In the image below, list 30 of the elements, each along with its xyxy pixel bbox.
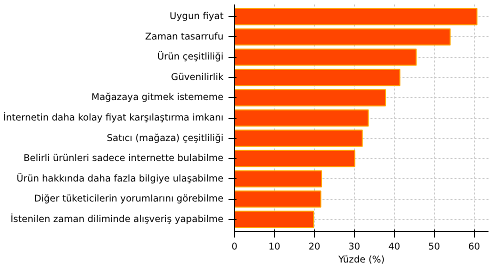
bar xyxy=(234,109,369,127)
bar xyxy=(234,150,356,168)
x-tick-label: 40 xyxy=(388,242,400,252)
y-tick-label: İstenilen zaman diliminde alışveriş yapabilme xyxy=(10,212,224,225)
bar xyxy=(234,210,314,228)
y-tick-label: İnternetin daha kolay fiyat karşılaştırma imkanı xyxy=(3,112,224,124)
y-tick-label: Zaman tasarrufu xyxy=(145,31,224,42)
y-tick-label: Ürün çeşitliliği xyxy=(157,50,224,63)
x-tick-label: 10 xyxy=(268,242,280,252)
y-tick-label: Uygun fiyat xyxy=(170,11,224,22)
y-tick-label: Mağazaya gitmek istememe xyxy=(91,92,224,104)
x-tick-label: 20 xyxy=(308,242,320,252)
bar xyxy=(234,68,400,86)
bar xyxy=(234,170,322,188)
bar xyxy=(234,89,386,106)
y-tick-label: Güvenilirlik xyxy=(170,72,224,83)
bar xyxy=(234,8,478,26)
x-axis-title: Yüzde (%) xyxy=(337,254,385,266)
y-tick-label: Diğer tüketicilerin yorumlarını görebilme xyxy=(34,194,224,205)
x-tick-label: 50 xyxy=(428,242,440,252)
x-tick-label: 60 xyxy=(468,242,480,252)
y-tick-label: Satıcı (mağaza) çeşitliliği xyxy=(106,132,224,144)
bar xyxy=(234,28,451,46)
y-tick-label: Ürün hakkında daha fazla bilgiye ulaşabilme xyxy=(16,172,224,184)
bar xyxy=(234,48,417,66)
x-tick-label: 30 xyxy=(348,242,360,252)
y-tick-label: Belirli ürünleri sadece internette bulabilme xyxy=(24,153,224,164)
bar xyxy=(234,130,363,147)
x-tick-label: 0 xyxy=(232,242,238,252)
bar xyxy=(234,190,322,208)
